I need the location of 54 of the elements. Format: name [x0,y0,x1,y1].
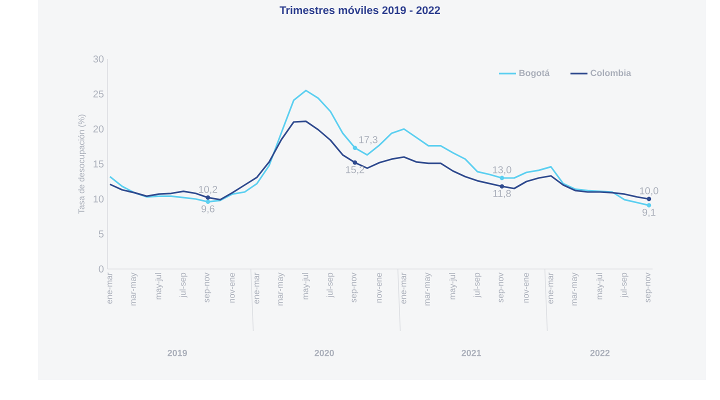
x-tick-label: ene-mar [108,272,112,304]
data-label: 10,2 [199,186,218,194]
point [646,203,652,208]
y-tick-label: 20 [93,125,104,133]
data-label: 9,1 [642,208,656,218]
chart-title: Trimestres móviles 2019 - 2022 [280,6,440,14]
y-tick-label: 10 [94,195,104,203]
data-label: 9,6 [201,205,214,214]
x-tick-label: jul-sep [326,272,334,298]
x-tick-label: may-jul [155,273,163,300]
x-tick-label: ene-mar [402,272,406,304]
y-tick-label: 30 [93,55,104,63]
x-tick-label: mar-may [278,272,285,306]
point [646,196,652,202]
point [500,176,504,180]
y-tick-label: 0 [98,265,104,273]
x-tick-label: sep-nov [352,272,358,302]
data-label: 15,2 [346,166,364,174]
y-tick-label: 15 [94,160,104,168]
legend-label: Colombia [590,70,632,76]
point [352,146,358,150]
point [352,160,358,165]
x-tick-label: jul-sep [620,272,628,298]
x-tick-label: sep-nov [646,272,652,302]
data-label: 13,0 [493,166,512,174]
x-tick-label: nov-ene [377,272,382,303]
text: 2019 [168,350,187,356]
legend-label: Bogotá [519,69,550,78]
x-tick-label: nov-ene [230,272,235,303]
x-tick-label: mar-may [572,272,579,306]
y-axis-title: Tasa de desocupación (%) [78,114,86,214]
x-tick-label: ene-mar [548,272,554,304]
point [206,195,210,200]
y-tick-label: 5 [98,230,104,238]
x-tick-label: sep-nov [204,272,212,302]
data-label: 11,8 [493,190,511,198]
x-tick-label: nov-ene [524,272,529,303]
text: 2022 [590,350,610,356]
x-tick-label: may-jul [449,273,457,300]
x-tick-label: mar-may [131,272,138,306]
point [500,184,504,189]
x-tick-label: jul-sep [180,272,188,298]
data-label: 10,0 [640,187,658,196]
text: 2021 [462,350,482,356]
data-label: 17,3 [359,136,378,144]
point [206,200,210,204]
y-tick-label: 25 [93,90,104,98]
text: 2020 [314,350,334,356]
x-tick-label: ene-mar [254,272,260,304]
x-tick-label: may-jul [302,273,310,300]
x-tick-label: mar-may [425,272,432,306]
x-tick-label: jul-sep [474,272,482,298]
x-tick-label: sep-nov [498,272,506,302]
x-tick-label: may-jul [596,273,604,300]
